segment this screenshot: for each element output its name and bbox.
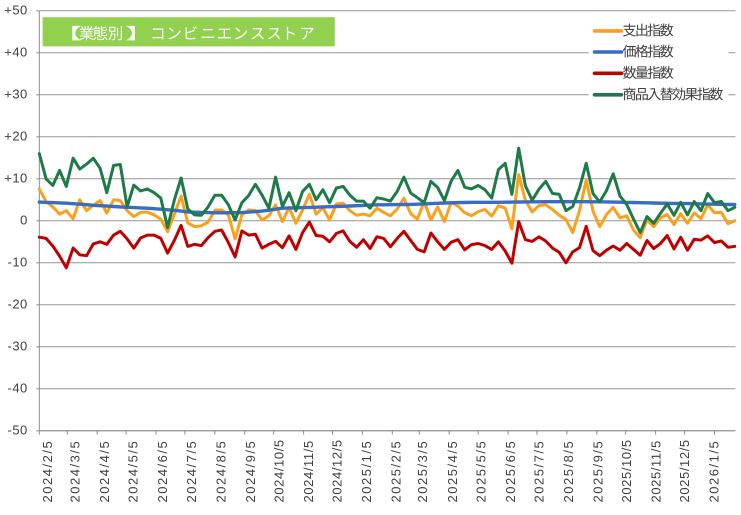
svg-text:2024/11/5: 2024/11/5 xyxy=(301,440,316,502)
svg-text:-10: -10 xyxy=(8,254,28,269)
svg-text:2024/2/5: 2024/2/5 xyxy=(40,440,55,503)
svg-text:+40: +40 xyxy=(4,44,28,59)
svg-text:-50: -50 xyxy=(8,422,28,437)
svg-text:2024/10/5: 2024/10/5 xyxy=(271,439,286,502)
svg-text:2025/3/5: 2025/3/5 xyxy=(415,440,430,503)
svg-text:0: 0 xyxy=(20,212,28,227)
svg-text:2026/1/5: 2026/1/5 xyxy=(707,440,722,503)
svg-text:2025/7/5: 2025/7/5 xyxy=(531,440,546,503)
svg-text:2024/7/5: 2024/7/5 xyxy=(184,440,199,503)
svg-text:2024/5/5: 2024/5/5 xyxy=(126,440,141,503)
svg-text:2025/5/5: 2025/5/5 xyxy=(473,440,488,503)
svg-text:+50: +50 xyxy=(4,2,28,17)
svg-text:+20: +20 xyxy=(4,128,28,143)
svg-text:2025/2/5: 2025/2/5 xyxy=(389,440,404,503)
svg-text:2025/12/5: 2025/12/5 xyxy=(677,439,692,502)
svg-text:2024/3/5: 2024/3/5 xyxy=(68,440,83,503)
svg-text:2025/11/5: 2025/11/5 xyxy=(649,440,664,502)
svg-text:2025/1/5: 2025/1/5 xyxy=(359,440,374,503)
svg-text:2024/4/5: 2024/4/5 xyxy=(97,440,112,503)
svg-text:2024/6/5: 2024/6/5 xyxy=(155,440,170,503)
svg-text:2025/9/5: 2025/9/5 xyxy=(591,440,606,503)
svg-text:2025/8/5: 2025/8/5 xyxy=(561,440,576,503)
svg-text:2024/9/5: 2024/9/5 xyxy=(243,440,258,503)
svg-text:-30: -30 xyxy=(8,338,28,353)
svg-text:2024/12/5: 2024/12/5 xyxy=(330,439,345,502)
svg-text:-20: -20 xyxy=(8,296,28,311)
svg-text:-40: -40 xyxy=(8,380,28,395)
svg-text:2025/10/5: 2025/10/5 xyxy=(619,439,634,502)
svg-text:2025/4/5: 2025/4/5 xyxy=(445,440,460,503)
svg-text:+30: +30 xyxy=(4,86,28,101)
svg-text:2025/6/5: 2025/6/5 xyxy=(503,440,518,503)
svg-text:2024/8/5: 2024/8/5 xyxy=(213,440,228,503)
svg-text:+10: +10 xyxy=(4,170,28,185)
